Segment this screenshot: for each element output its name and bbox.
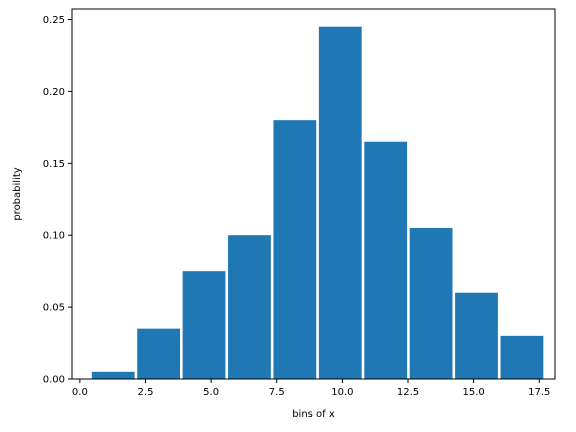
bar-9 xyxy=(455,292,498,379)
bar-4 xyxy=(228,235,271,379)
bars xyxy=(91,26,544,380)
bar-10 xyxy=(500,335,544,379)
bar-6 xyxy=(318,26,362,379)
y-tick-label: 0.00 xyxy=(43,375,65,386)
y-tick-label: 0.10 xyxy=(43,231,65,242)
x-tick-label: 7.5 xyxy=(269,387,285,398)
plot-frame xyxy=(71,8,556,380)
x-tick-label: 10.0 xyxy=(331,387,353,398)
x-axis-label: bins of x xyxy=(292,409,335,420)
x-axis-ticks: 0.0 2.5 5.0 7.5 10.0 12.5 15.0 17.5 xyxy=(72,379,550,398)
y-tick-label: 0.20 xyxy=(43,87,65,98)
x-tick-label: 0.0 xyxy=(72,387,88,398)
y-axis-ticks: 0.00 0.05 0.10 0.15 0.20 0.25 xyxy=(43,15,72,386)
x-tick-label: 2.5 xyxy=(138,387,154,398)
bar-7 xyxy=(364,141,408,379)
bar-2 xyxy=(137,328,181,379)
y-tick-label: 0.25 xyxy=(43,15,65,26)
y-tick-label: 0.05 xyxy=(43,303,65,314)
y-axis-label: probability xyxy=(12,167,23,220)
y-tick-label: 0.15 xyxy=(43,159,65,170)
x-tick-label: 17.5 xyxy=(528,387,550,398)
bar-8 xyxy=(409,228,453,379)
x-tick-label: 5.0 xyxy=(203,387,219,398)
bar-5 xyxy=(273,120,317,380)
x-tick-label: 15.0 xyxy=(462,387,484,398)
bar-1 xyxy=(91,371,135,379)
x-tick-label: 12.5 xyxy=(397,387,419,398)
bar-3 xyxy=(182,271,226,379)
